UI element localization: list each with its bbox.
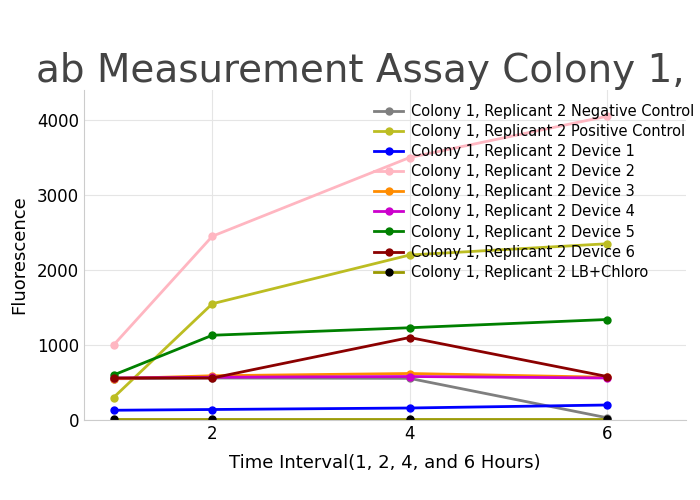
Colony 1, Replicant 2 Device 2 bbox=[208, 233, 216, 239]
Colony 1, Replicant 2 Device 3 bbox=[603, 374, 611, 380]
Colony 1, Replicant 2 Device 1 bbox=[208, 406, 216, 412]
Colony 1, Replicant 2 LB+Chloro bbox=[405, 416, 414, 422]
Colony 1, Replicant 2 Device 4 bbox=[208, 374, 216, 380]
Line: Colony 1, Replicant 2 Device 4: Colony 1, Replicant 2 Device 4 bbox=[110, 373, 610, 382]
Colony 1, Replicant 2 Device 2 bbox=[109, 342, 118, 348]
Colony 1, Replicant 2 Device 5 bbox=[109, 372, 118, 378]
Colony 1, Replicant 2 Device 1 bbox=[109, 407, 118, 413]
Line: Colony 1, Replicant 2 Device 2: Colony 1, Replicant 2 Device 2 bbox=[110, 113, 610, 348]
Colony 1, Replicant 2 Device 6 bbox=[405, 334, 414, 340]
Legend: Colony 1, Replicant 2 Negative Control, Colony 1, Replicant 2 Positive Control, : Colony 1, Replicant 2 Negative Control, … bbox=[374, 104, 694, 280]
Colony 1, Replicant 2 Device 5 bbox=[208, 332, 216, 338]
Line: Colony 1, Replicant 2 Device 6: Colony 1, Replicant 2 Device 6 bbox=[110, 334, 610, 382]
Colony 1, Replicant 2 Negative Control bbox=[405, 376, 414, 382]
Line: Colony 1, Replicant 2 LB+Chloro: Colony 1, Replicant 2 LB+Chloro bbox=[110, 415, 610, 422]
Colony 1, Replicant 2 Positive Control bbox=[405, 252, 414, 258]
Colony 1, Replicant 2 Negative Control bbox=[109, 376, 118, 382]
Text: ab Measurement Assay Colony 1, Repl: ab Measurement Assay Colony 1, Repl bbox=[36, 52, 700, 90]
Colony 1, Replicant 2 Device 4 bbox=[603, 375, 611, 381]
Line: Colony 1, Replicant 2 Device 1: Colony 1, Replicant 2 Device 1 bbox=[110, 402, 610, 413]
Colony 1, Replicant 2 LB+Chloro bbox=[208, 416, 216, 422]
Line: Colony 1, Replicant 2 Device 3: Colony 1, Replicant 2 Device 3 bbox=[110, 370, 610, 382]
Y-axis label: Fluorescence: Fluorescence bbox=[10, 196, 29, 314]
Colony 1, Replicant 2 Device 6 bbox=[109, 375, 118, 381]
Colony 1, Replicant 2 Device 6 bbox=[208, 375, 216, 381]
Line: Colony 1, Replicant 2 Positive Control: Colony 1, Replicant 2 Positive Control bbox=[110, 240, 610, 401]
Colony 1, Replicant 2 Positive Control bbox=[208, 300, 216, 306]
Colony 1, Replicant 2 LB+Chloro bbox=[109, 416, 118, 422]
Colony 1, Replicant 2 Device 4 bbox=[109, 375, 118, 381]
Colony 1, Replicant 2 Device 3 bbox=[208, 373, 216, 379]
X-axis label: Time Interval(1, 2, 4, and 6 Hours): Time Interval(1, 2, 4, and 6 Hours) bbox=[229, 454, 541, 472]
Colony 1, Replicant 2 Negative Control bbox=[208, 375, 216, 381]
Colony 1, Replicant 2 Device 6 bbox=[603, 374, 611, 380]
Colony 1, Replicant 2 LB+Chloro bbox=[603, 416, 611, 422]
Colony 1, Replicant 2 Device 5 bbox=[405, 325, 414, 331]
Colony 1, Replicant 2 Device 2 bbox=[405, 154, 414, 160]
Colony 1, Replicant 2 Negative Control bbox=[603, 414, 611, 420]
Line: Colony 1, Replicant 2 Negative Control: Colony 1, Replicant 2 Negative Control bbox=[110, 374, 610, 421]
Colony 1, Replicant 2 Device 3 bbox=[109, 376, 118, 382]
Colony 1, Replicant 2 Positive Control bbox=[603, 241, 611, 247]
Colony 1, Replicant 2 Device 4 bbox=[405, 374, 414, 380]
Colony 1, Replicant 2 Device 5 bbox=[603, 316, 611, 322]
Colony 1, Replicant 2 Device 1 bbox=[405, 405, 414, 411]
Line: Colony 1, Replicant 2 Device 5: Colony 1, Replicant 2 Device 5 bbox=[110, 316, 610, 378]
Colony 1, Replicant 2 Device 3 bbox=[405, 370, 414, 376]
Colony 1, Replicant 2 Positive Control bbox=[109, 394, 118, 400]
Colony 1, Replicant 2 Device 1 bbox=[603, 402, 611, 408]
Colony 1, Replicant 2 Device 2 bbox=[603, 113, 611, 119]
